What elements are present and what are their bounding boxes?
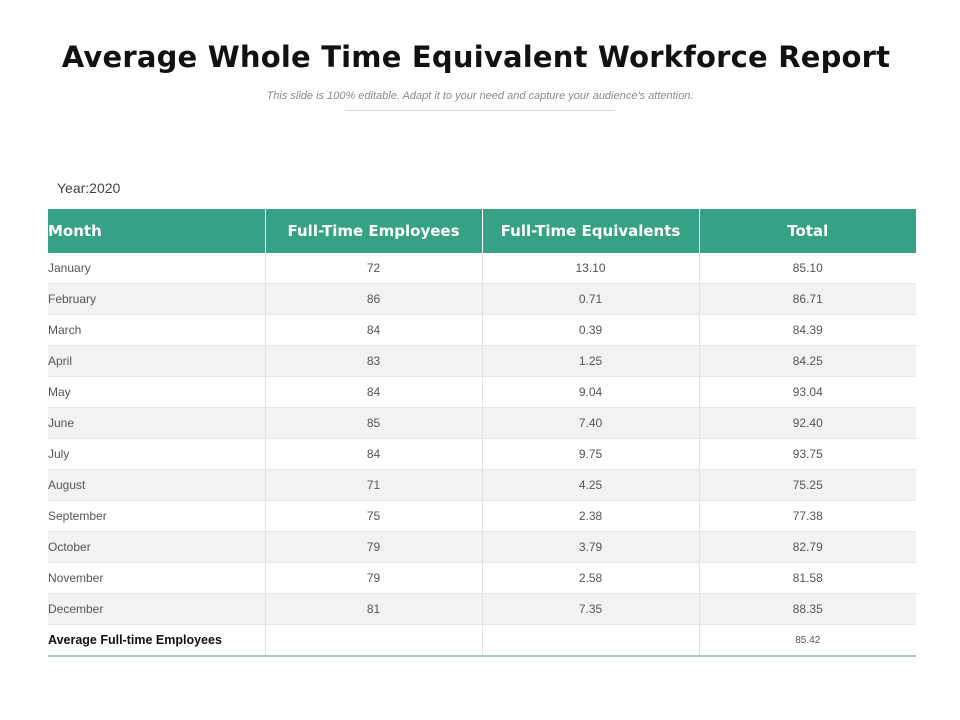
equivalents-cell: 9.75 [481,438,699,470]
average-equivalents-cell [481,624,699,657]
table-row: February 86 0.71 86.71 [48,283,916,315]
employees-cell: 79 [264,562,482,594]
month-cell: March [48,314,265,346]
table-row: September 75 2.38 77.38 [48,500,916,532]
header-total: Total [698,209,916,253]
employees-cell: 72 [264,253,482,284]
employees-cell: 75 [264,500,482,532]
total-cell: 82.79 [698,531,916,563]
year-label: Year:2020 [57,180,121,196]
employees-cell: 79 [264,531,482,563]
employees-cell: 86 [264,283,482,315]
employees-cell: 84 [264,376,482,408]
page-subtitle: This slide is 100% editable. Adapt it to… [266,90,694,102]
employees-cell: 84 [264,438,482,470]
table-row: April 83 1.25 84.25 [48,345,916,377]
table-header-row: Month Full-Time Employees Full-Time Equi… [48,209,916,253]
employees-cell: 84 [264,314,482,346]
total-cell: 84.25 [698,345,916,377]
month-cell: July [48,438,265,470]
month-cell: June [48,407,265,439]
page-title: Average Whole Time Equivalent Workforce … [61,40,891,74]
header-full-time-employees: Full-Time Employees [264,209,482,253]
table-row: March 84 0.39 84.39 [48,314,916,346]
total-cell: 92.40 [698,407,916,439]
month-cell: February [48,283,265,315]
table-row: May 84 9.04 93.04 [48,376,916,408]
subtitle-divider [345,110,615,111]
employees-cell: 81 [264,593,482,625]
equivalents-cell: 0.71 [481,283,699,315]
month-cell: October [48,531,265,563]
equivalents-cell: 0.39 [481,314,699,346]
table-row: July 84 9.75 93.75 [48,438,916,470]
equivalents-cell: 13.10 [481,253,699,284]
table-row: December 81 7.35 88.35 [48,593,916,625]
average-label: Average Full-time Employees [48,624,265,657]
equivalents-cell: 2.38 [481,500,699,532]
total-cell: 75.25 [698,469,916,501]
equivalents-cell: 1.25 [481,345,699,377]
total-cell: 88.35 [698,593,916,625]
month-cell: November [48,562,265,594]
table-row: November 79 2.58 81.58 [48,562,916,594]
total-cell: 84.39 [698,314,916,346]
employees-cell: 85 [264,407,482,439]
month-cell: May [48,376,265,408]
total-cell: 77.38 [698,500,916,532]
equivalents-cell: 7.40 [481,407,699,439]
equivalents-cell: 9.04 [481,376,699,408]
month-cell: September [48,500,265,532]
table-row: June 85 7.40 92.40 [48,407,916,439]
average-employees-cell [264,624,482,657]
employees-cell: 71 [264,469,482,501]
table-row: August 71 4.25 75.25 [48,469,916,501]
total-cell: 93.75 [698,438,916,470]
month-cell: April [48,345,265,377]
header-month: Month [48,209,265,253]
equivalents-cell: 3.79 [481,531,699,563]
table-row: January 72 13.10 85.10 [48,253,916,284]
table-row: October 79 3.79 82.79 [48,531,916,563]
average-total-cell: 85.42 [698,624,916,657]
month-cell: December [48,593,265,625]
average-row: Average Full-time Employees 85.42 [48,624,916,657]
equivalents-cell: 2.58 [481,562,699,594]
month-cell: January [48,253,265,284]
employees-cell: 83 [264,345,482,377]
total-cell: 81.58 [698,562,916,594]
total-cell: 85.10 [698,253,916,284]
equivalents-cell: 4.25 [481,469,699,501]
total-cell: 93.04 [698,376,916,408]
equivalents-cell: 7.35 [481,593,699,625]
month-cell: August [48,469,265,501]
total-cell: 86.71 [698,283,916,315]
header-full-time-equivalents: Full-Time Equivalents [481,209,699,253]
workforce-table: Month Full-Time Employees Full-Time Equi… [48,209,916,657]
